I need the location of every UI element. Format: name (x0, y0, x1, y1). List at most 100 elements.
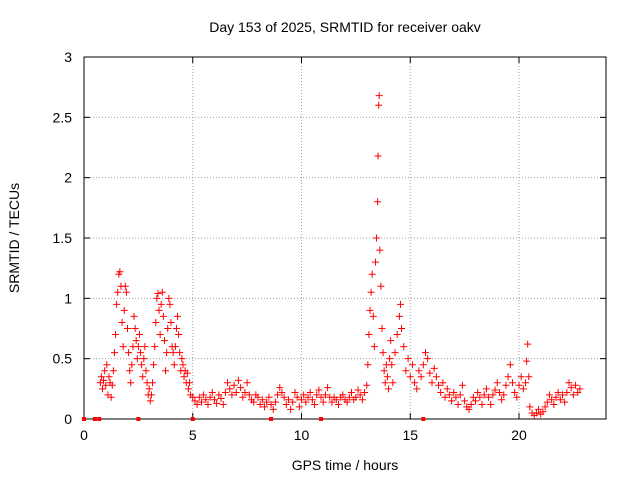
data-point (364, 361, 372, 369)
data-point (417, 373, 425, 381)
data-point (163, 349, 171, 357)
data-point (306, 388, 314, 396)
data-point (565, 379, 573, 387)
data-point (517, 373, 525, 381)
data-point (276, 384, 284, 392)
data-point (165, 294, 173, 302)
data-point (386, 355, 394, 363)
data-point (202, 396, 210, 404)
data-point (502, 381, 510, 389)
data-point (367, 288, 375, 296)
data-point (308, 396, 316, 404)
data-point (189, 393, 197, 401)
data-point (261, 403, 269, 411)
data-point (487, 401, 495, 409)
data-point (124, 325, 131, 332)
data-point (234, 376, 242, 384)
data-point (421, 349, 429, 357)
data-point (107, 393, 115, 401)
data-point (371, 258, 379, 266)
data-point (110, 349, 118, 357)
data-point (267, 401, 275, 409)
data-point (574, 388, 582, 396)
data-point (139, 373, 147, 381)
data-point (358, 396, 366, 404)
data-point (548, 396, 556, 404)
data-point (125, 349, 133, 357)
data-point (142, 367, 150, 375)
chart-title: Day 153 of 2025, SRMTID for receiver oak… (209, 19, 481, 35)
data-point (317, 393, 325, 401)
data-point (428, 379, 436, 387)
data-point (160, 337, 168, 345)
data-point (289, 398, 297, 406)
data-point (454, 401, 462, 409)
data-point (411, 379, 419, 387)
data-point (164, 325, 172, 332)
y-tick-label: 1.5 (53, 230, 73, 246)
data-point (404, 355, 412, 363)
data-point (523, 357, 531, 365)
data-point (291, 388, 299, 396)
data-point (526, 403, 534, 411)
data-point (508, 379, 516, 387)
data-point (263, 398, 271, 406)
data-point (176, 349, 184, 357)
axis-marker (421, 417, 426, 421)
data-point (435, 381, 443, 389)
data-point (489, 391, 497, 399)
data-point (559, 391, 566, 399)
data-point (374, 198, 382, 206)
data-point (511, 388, 519, 396)
data-point (112, 331, 120, 339)
data-point (474, 388, 482, 396)
data-point (491, 386, 499, 394)
data-point (195, 393, 203, 401)
plot-border (83, 56, 607, 420)
data-point (237, 384, 245, 392)
data-point (366, 306, 374, 314)
data-point (379, 349, 387, 357)
data-point (375, 92, 383, 100)
data-point (345, 393, 353, 401)
data-point (381, 379, 389, 387)
y-tick-label: 1 (64, 290, 72, 306)
data-point (278, 388, 286, 396)
data-point (413, 385, 421, 393)
data-point (103, 361, 111, 369)
data-point (556, 396, 564, 404)
data-point (461, 397, 469, 405)
data-point (480, 391, 488, 399)
data-point (135, 331, 143, 339)
data-point (127, 379, 135, 387)
data-point (245, 391, 253, 399)
data-point (389, 379, 397, 387)
data-point (439, 379, 447, 387)
data-point (563, 388, 571, 396)
data-point (171, 343, 179, 351)
data-point (493, 379, 501, 387)
data-point (432, 373, 440, 381)
data-point (137, 349, 145, 357)
data-point (498, 396, 506, 404)
data-point (482, 385, 490, 393)
data-point (120, 306, 128, 314)
data-point (469, 393, 477, 401)
data-point (147, 391, 155, 399)
data-point (467, 401, 475, 409)
data-point (169, 349, 177, 357)
data-point (395, 312, 403, 320)
axes: 0 0.5 1 1.5 2 2.5 3 0 5 10 15 20 (53, 49, 607, 443)
data-point (383, 373, 391, 381)
data-point (319, 398, 327, 406)
data-point (522, 379, 530, 387)
data-point (134, 343, 142, 351)
data-point (552, 393, 560, 401)
data-point (131, 325, 139, 332)
data-point (368, 270, 376, 278)
data-point (232, 388, 240, 396)
data-point (250, 398, 258, 406)
data-point (159, 312, 167, 320)
data-point (406, 373, 414, 381)
